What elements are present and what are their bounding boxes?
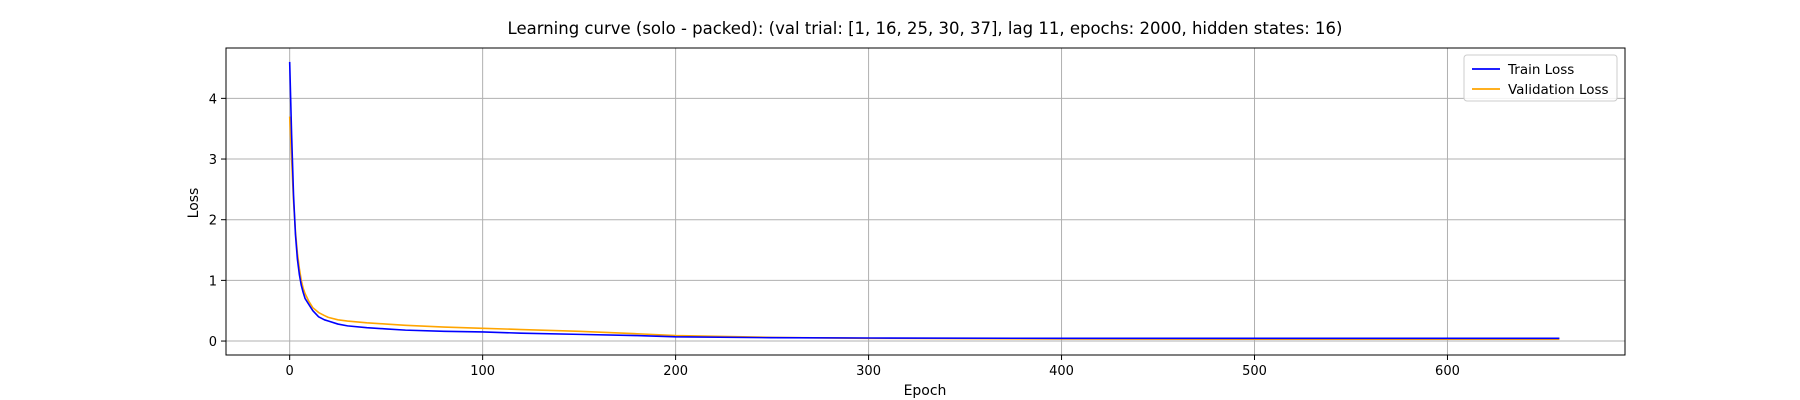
grid-lines — [226, 48, 1625, 355]
y-tick-label: 2 — [209, 214, 217, 229]
x-tick-label: 400 — [1049, 364, 1074, 379]
train-loss-line — [288, 61, 1560, 340]
x-tick-label: 200 — [663, 364, 688, 379]
x-tick-label: 0 — [286, 364, 294, 379]
y-tick-label: 3 — [209, 153, 217, 168]
axis-ticks: 0 100 200 300 400 500 600 0 1 2 3 4 — [209, 92, 1460, 379]
y-tick-label: 0 — [209, 335, 217, 350]
x-tick-label: 600 — [1435, 364, 1460, 379]
legend: Train Loss Validation Loss — [1463, 54, 1618, 102]
legend-label-validation-loss: Validation Loss — [1508, 82, 1609, 98]
y-tick-label: 1 — [209, 274, 217, 289]
y-axis-label: Loss — [186, 188, 202, 219]
series-layer — [288, 61, 1560, 341]
y-tick-label: 4 — [209, 92, 217, 107]
x-tick-label: 300 — [856, 364, 881, 379]
x-tick-label: 100 — [470, 364, 495, 379]
plot-frame — [225, 47, 1626, 356]
x-axis-label: Epoch — [904, 383, 947, 399]
legend-box — [1463, 54, 1618, 102]
chart-title: Learning curve (solo - packed): (val tri… — [508, 19, 1343, 38]
x-tick-label: 500 — [1242, 364, 1267, 379]
legend-label-train-loss: Train Loss — [1507, 62, 1574, 78]
